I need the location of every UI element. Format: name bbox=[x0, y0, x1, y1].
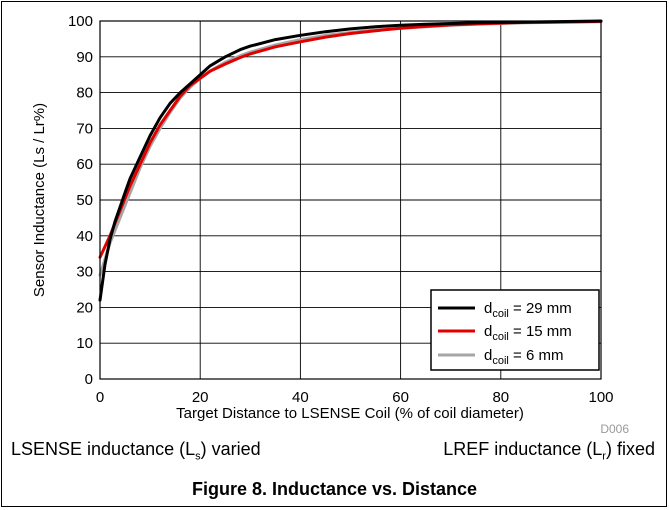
legend-entry-6mm: dcoil = 6 mm bbox=[484, 347, 563, 367]
series-line-6mm bbox=[98, 20, 603, 277]
chart-legend: dcoil = 29 mm dcoil = 15 mm dcoil = 6 mm bbox=[430, 289, 600, 371]
y-tick-label: 90 bbox=[76, 49, 93, 66]
series-line-29mm bbox=[98, 19, 603, 302]
y-tick-label: 70 bbox=[76, 120, 93, 137]
legend-entry-29mm: dcoil = 29 mm bbox=[484, 300, 572, 320]
y-tick-label: 10 bbox=[76, 335, 93, 352]
lsense-caption: LSENSE inductance (Ls) varied bbox=[11, 439, 261, 463]
y-axis-title: Sensor Inductance (Ls / Lr%) bbox=[31, 103, 48, 297]
figure-code-label: D006 bbox=[600, 422, 629, 436]
y-tick-label: 40 bbox=[76, 228, 93, 245]
x-tick-label: 0 bbox=[96, 389, 104, 406]
x-tick-label: 40 bbox=[292, 389, 309, 406]
x-tick-label: 80 bbox=[492, 389, 509, 406]
y-tick-label: 60 bbox=[76, 156, 93, 173]
series-lines bbox=[98, 19, 603, 302]
plot-border bbox=[99, 20, 602, 380]
y-tick-label: 20 bbox=[76, 299, 93, 316]
y-tick-label: 50 bbox=[76, 192, 93, 209]
x-tick-label: 20 bbox=[192, 389, 209, 406]
y-tick-label: 30 bbox=[76, 264, 93, 281]
x-tick-label: 100 bbox=[588, 389, 613, 406]
tick-labels: 0 20 40 60 80 100 0 10 20 30 40 50 60 70 80 90 100 bbox=[68, 13, 614, 406]
y-tick-label: 0 bbox=[85, 371, 93, 388]
y-tick-label: 100 bbox=[68, 13, 93, 30]
line-chart: 0 20 40 60 80 100 0 10 20 30 40 50 60 70 80 90 100 Targe… bbox=[31, 13, 629, 436]
y-tick-label: 80 bbox=[76, 85, 93, 102]
x-axis-title: Target Distance to LSENSE Coil (% of coi… bbox=[176, 405, 524, 422]
figure-title: Figure 8. Inductance vs. Distance bbox=[191, 479, 478, 499]
legend-entry-15mm: dcoil = 15 mm bbox=[484, 323, 572, 343]
x-tick-label: 60 bbox=[392, 389, 409, 406]
lref-caption: LREF inductance (Lr) fixed bbox=[443, 439, 655, 463]
